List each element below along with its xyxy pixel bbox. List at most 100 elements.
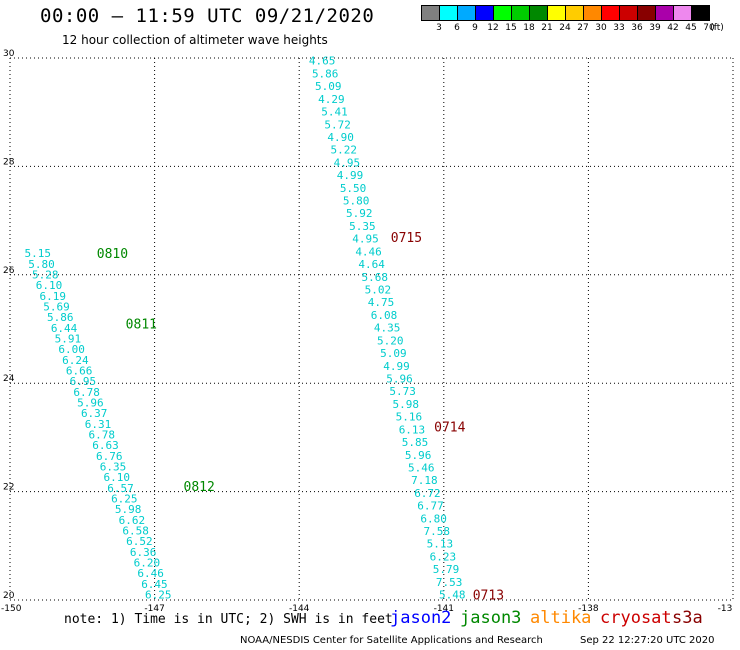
wave-height-value: 5.46 bbox=[408, 461, 435, 474]
wave-height-value: 5.41 bbox=[321, 106, 348, 119]
wave-height-value: 6.78 bbox=[73, 386, 100, 399]
wave-height-value: 6.95 bbox=[70, 375, 97, 388]
wave-height-value: 6.44 bbox=[51, 322, 78, 335]
wave-height-value: 5.13 bbox=[427, 538, 454, 551]
wave-height-value: 6.20 bbox=[134, 557, 161, 570]
wave-height-value: 4.46 bbox=[355, 245, 382, 258]
wave-height-value: 5.50 bbox=[340, 182, 367, 195]
wave-height-value: 6.36 bbox=[130, 546, 157, 559]
wave-height-value: 5.09 bbox=[315, 80, 342, 93]
wave-height-value: 4.95 bbox=[352, 233, 379, 246]
wave-height-value: 5.22 bbox=[331, 144, 358, 157]
wave-height-value: 4.29 bbox=[318, 93, 345, 106]
page-title: 00:00 – 11:59 UTC 09/21/2020 bbox=[40, 5, 375, 27]
lat-tick-label: 22 bbox=[3, 483, 14, 493]
wave-height-value: 5.72 bbox=[324, 118, 351, 131]
wave-height-value: 7.18 bbox=[411, 474, 438, 487]
wave-height-value: 5.16 bbox=[396, 411, 423, 424]
wave-height-value: 6.77 bbox=[417, 500, 444, 513]
pass-time-label: 0713 bbox=[473, 589, 504, 604]
wave-height-value: 6.23 bbox=[430, 550, 457, 563]
legend-swatches bbox=[421, 5, 710, 21]
wave-height-value: 6.10 bbox=[36, 279, 63, 292]
wave-height-value: 4.90 bbox=[327, 131, 354, 144]
wave-height-value: 6.19 bbox=[40, 290, 67, 303]
pass-time-label: 0812 bbox=[184, 480, 215, 495]
legend-bin-label: 27 bbox=[577, 23, 589, 33]
wave-height-value: 6.45 bbox=[141, 578, 168, 591]
wave-height-value: 6.58 bbox=[122, 525, 148, 538]
lon-tick-label: -147 bbox=[144, 604, 164, 614]
wave-height-value: 5.73 bbox=[389, 385, 416, 398]
wave-height-value: 5.91 bbox=[55, 332, 82, 345]
legend-unit: (ft) bbox=[710, 23, 724, 33]
timestamp: Sep 22 12:27:20 UTC 2020 bbox=[580, 635, 715, 646]
wave-height-value: 6.10 bbox=[104, 471, 130, 484]
legend-labels: 3 6 9 12 15 18 21 24 27 30 33 36 39 42 45 70 (ft) bbox=[421, 21, 724, 35]
wave-height-value: 6.00 bbox=[58, 343, 85, 356]
wave-height-value: 6.37 bbox=[81, 407, 108, 420]
wave-height-value: 5.69 bbox=[43, 300, 70, 313]
wave-height-value: 4.65 bbox=[309, 55, 336, 68]
satellite-cryosat: cryosat bbox=[600, 608, 672, 628]
lon-tick-label: -141 bbox=[434, 604, 454, 614]
wave-height-value: 5.68 bbox=[362, 271, 389, 284]
wave-height-value: 6.57 bbox=[107, 482, 133, 495]
wave-height-value: 6.13 bbox=[399, 423, 426, 436]
wave-height-value: 6.78 bbox=[88, 429, 115, 442]
wave-height-value: 5.15 bbox=[24, 247, 51, 260]
legend-bin-label: 45 bbox=[685, 23, 697, 33]
wave-height-value: 4.95 bbox=[334, 156, 361, 169]
legend-bin-label: 33 bbox=[613, 23, 625, 33]
legend-bin-label: 3 bbox=[436, 23, 442, 33]
pass-time-label: 0714 bbox=[434, 421, 465, 436]
footer-note: note: 1) Time is in UTC; 2) SWH is in fe… bbox=[64, 612, 393, 627]
wave-height-value: 5.85 bbox=[402, 436, 429, 449]
wave-height-value: 5.79 bbox=[433, 563, 460, 576]
wave-height-value: 6.76 bbox=[96, 450, 123, 463]
lat-tick-label: 30 bbox=[3, 49, 15, 59]
wave-height-value: 5.48 bbox=[439, 589, 466, 602]
satellite-altika: altika bbox=[530, 608, 592, 628]
legend-bin-label: 6 bbox=[454, 23, 460, 33]
wave-height-value: 6.52 bbox=[126, 535, 152, 548]
wave-height-value: 5.28 bbox=[32, 268, 59, 281]
wave-height-value: 6.35 bbox=[100, 461, 127, 474]
page-subtitle: 12 hour collection of altimeter wave hei… bbox=[62, 33, 328, 47]
legend-bin-label: 42 bbox=[667, 23, 679, 33]
wave-height-value: 5.80 bbox=[28, 258, 55, 271]
wave-height-value: 7.58 bbox=[423, 525, 450, 538]
lon-tick-label: -138 bbox=[578, 604, 599, 614]
satellite-jason3: jason3 bbox=[460, 608, 522, 628]
wave-height-value: 6.63 bbox=[92, 439, 119, 452]
wave-height-value: 6.62 bbox=[119, 514, 145, 527]
wave-height-value: 6.80 bbox=[420, 512, 447, 525]
wave-height-value: 5.20 bbox=[377, 334, 404, 347]
legend-bin-label: 24 bbox=[559, 23, 571, 33]
wave-height-value: 6.08 bbox=[371, 309, 398, 322]
color-legend: 3 6 9 12 15 18 21 24 27 30 33 36 39 42 45 70 (ft) bbox=[421, 5, 724, 35]
wave-height-value: 5.98 bbox=[115, 503, 141, 516]
legend-bin-label: 30 bbox=[595, 23, 607, 33]
wave-height-value: 6.25 bbox=[111, 493, 137, 506]
wave-height-value: 5.96 bbox=[386, 372, 413, 385]
wave-height-value: 5.35 bbox=[349, 220, 376, 233]
wave-height-value: 4.99 bbox=[383, 360, 410, 373]
legend-bin-label: 18 bbox=[523, 23, 535, 33]
satellite-jason2: jason2 bbox=[390, 608, 452, 628]
pass-time-label: 0810 bbox=[97, 247, 128, 262]
wave-height-value: 5.09 bbox=[380, 347, 407, 360]
lon-tick-label: -13 bbox=[718, 604, 733, 614]
pass-time-label: 0811 bbox=[126, 318, 157, 333]
legend-bin-label: 12 bbox=[487, 23, 499, 33]
wave-height-value: 4.75 bbox=[368, 296, 395, 309]
lat-tick-label: 28 bbox=[3, 157, 15, 167]
lat-tick-label: 24 bbox=[3, 374, 15, 384]
wave-height-value: 5.96 bbox=[405, 449, 432, 462]
lat-tick-label: 26 bbox=[3, 266, 15, 276]
wave-height-value: 5.86 bbox=[47, 311, 74, 324]
wave-height-value: 5.80 bbox=[343, 195, 370, 208]
wave-height-value: 4.99 bbox=[337, 169, 364, 182]
credit-line: NOAA/NESDIS Center for Satellite Applica… bbox=[240, 635, 543, 646]
